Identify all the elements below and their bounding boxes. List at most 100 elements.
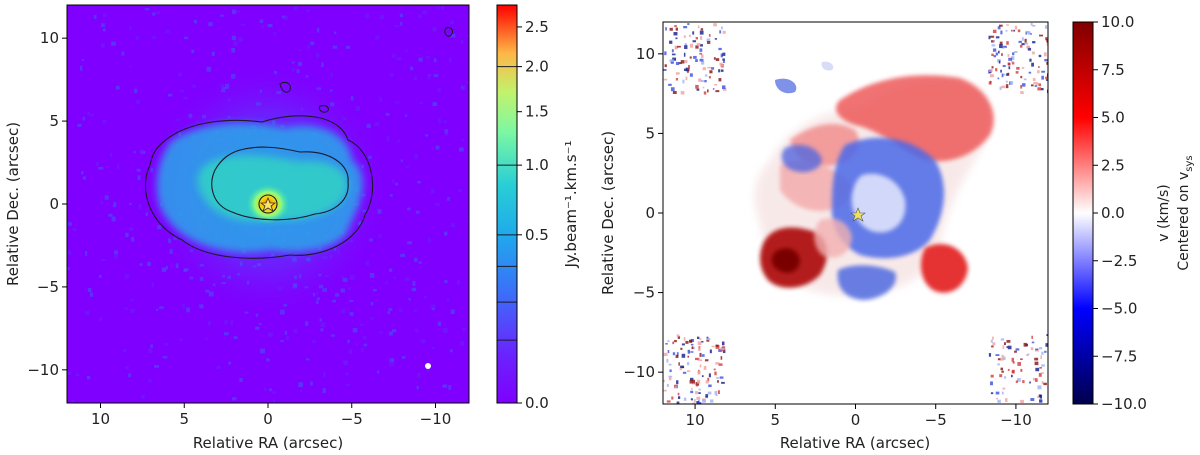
noise-speckle	[667, 340, 670, 343]
noise-speckle	[431, 346, 435, 349]
noise-speckle	[1037, 87, 1042, 91]
noise-speckle	[151, 35, 156, 40]
noise-speckle	[715, 344, 719, 347]
noise-speckle	[1026, 354, 1029, 357]
noise-speckle	[663, 379, 665, 383]
noise-speckle	[447, 196, 450, 201]
noise-speckle	[424, 295, 427, 299]
noise-speckle	[148, 378, 152, 383]
noise-speckle	[432, 102, 438, 107]
intensity-colorbar-tick-label: 2.0	[525, 58, 549, 76]
contour-blob-corner	[444, 27, 454, 37]
noise-speckle	[232, 397, 237, 401]
noise-speckle	[129, 203, 132, 206]
noise-speckle	[1037, 70, 1040, 74]
noise-speckle	[395, 101, 400, 104]
noise-speckle	[111, 41, 116, 46]
noise-speckle	[135, 36, 140, 40]
noise-speckle	[698, 78, 702, 82]
noise-speckle	[995, 354, 1000, 356]
noise-speckle	[330, 334, 335, 337]
noise-speckle	[1046, 61, 1048, 65]
noise-speckle	[387, 311, 391, 314]
noise-speckle	[414, 328, 419, 332]
noise-speckle	[284, 330, 287, 335]
noise-speckle	[701, 60, 705, 65]
velocity-x-tick-label: −10	[1000, 411, 1032, 429]
noise-speckle	[124, 274, 129, 279]
noise-speckle	[1045, 37, 1048, 41]
noise-speckle	[430, 188, 435, 194]
noise-speckle	[993, 55, 997, 58]
noise-speckle	[165, 265, 168, 270]
noise-speckle	[347, 339, 350, 344]
noise-speckle	[1041, 75, 1044, 80]
noise-speckle	[705, 396, 708, 399]
noise-speckle	[191, 49, 195, 54]
noise-speckle	[240, 23, 246, 27]
noise-speckle	[663, 78, 668, 81]
noise-speckle	[1012, 52, 1015, 56]
noise-speckle	[161, 267, 167, 272]
noise-speckle	[677, 336, 681, 339]
noise-speckle	[438, 118, 441, 124]
noise-speckle	[1040, 355, 1042, 360]
velocity-colorbar: 10.0 7.5 5.0 2.5 0.0 −2.5 −5.0 −7.5 −10.0 v (km/…	[1072, 13, 1195, 413]
noise-speckle	[416, 210, 420, 214]
noise-speckle	[713, 57, 716, 60]
noise-speckle	[708, 34, 711, 37]
noise-speckle	[450, 223, 456, 228]
noise-speckle	[1020, 399, 1024, 403]
noise-speckle	[224, 320, 228, 325]
noise-speckle	[269, 388, 272, 392]
noise-speckle	[671, 53, 676, 56]
intensity-colorbar-tick-label: 1.5	[525, 103, 549, 121]
noise-speckle	[1029, 58, 1032, 62]
beam-marker	[425, 363, 431, 369]
noise-speckle	[443, 120, 447, 123]
noise-speckle	[1028, 71, 1032, 74]
noise-speckle	[211, 51, 215, 57]
faint-clump-north	[821, 61, 834, 71]
noise-speckle	[259, 19, 264, 23]
noise-speckle	[1019, 44, 1023, 48]
noise-speckle	[414, 309, 417, 313]
noise-speckle	[293, 328, 298, 334]
noise-speckle	[93, 14, 97, 19]
noise-speckle	[718, 78, 722, 82]
noise-speckle	[72, 227, 77, 232]
noise-speckle	[680, 91, 685, 95]
noise-speckle	[669, 27, 673, 31]
noise-speckle	[82, 176, 87, 180]
noise-speckle	[414, 153, 418, 159]
noise-speckle	[364, 13, 370, 19]
noise-speckle	[128, 227, 134, 231]
noise-speckle	[1014, 350, 1017, 353]
noise-speckle	[990, 339, 993, 343]
noise-speckle	[714, 371, 717, 376]
noise-speckle	[444, 129, 449, 134]
noise-speckle	[992, 336, 994, 340]
noise-speckle	[991, 53, 994, 57]
velocity-x-axis-label: Relative RA (arcsec)	[780, 434, 930, 452]
noise-speckle	[1000, 338, 1005, 341]
noise-speckle	[696, 43, 701, 46]
noise-speckle	[697, 336, 700, 340]
noise-speckle	[426, 55, 431, 59]
noise-speckle	[718, 363, 723, 366]
noise-speckle	[437, 88, 441, 92]
noise-speckle	[235, 10, 241, 13]
noise-speckle	[997, 358, 1001, 361]
noise-speckle	[991, 345, 994, 348]
redshifted-north-lobe	[835, 75, 994, 162]
noise-speckle	[708, 373, 711, 378]
noise-speckle	[678, 362, 680, 366]
noise-speckle	[681, 353, 686, 358]
noise-speckle	[692, 379, 696, 384]
noise-speckle	[1035, 367, 1040, 372]
noise-speckle	[715, 362, 720, 365]
noise-speckle	[664, 64, 667, 68]
noise-speckle	[1037, 385, 1042, 390]
noise-speckle	[721, 346, 726, 349]
noise-speckle	[990, 381, 993, 386]
